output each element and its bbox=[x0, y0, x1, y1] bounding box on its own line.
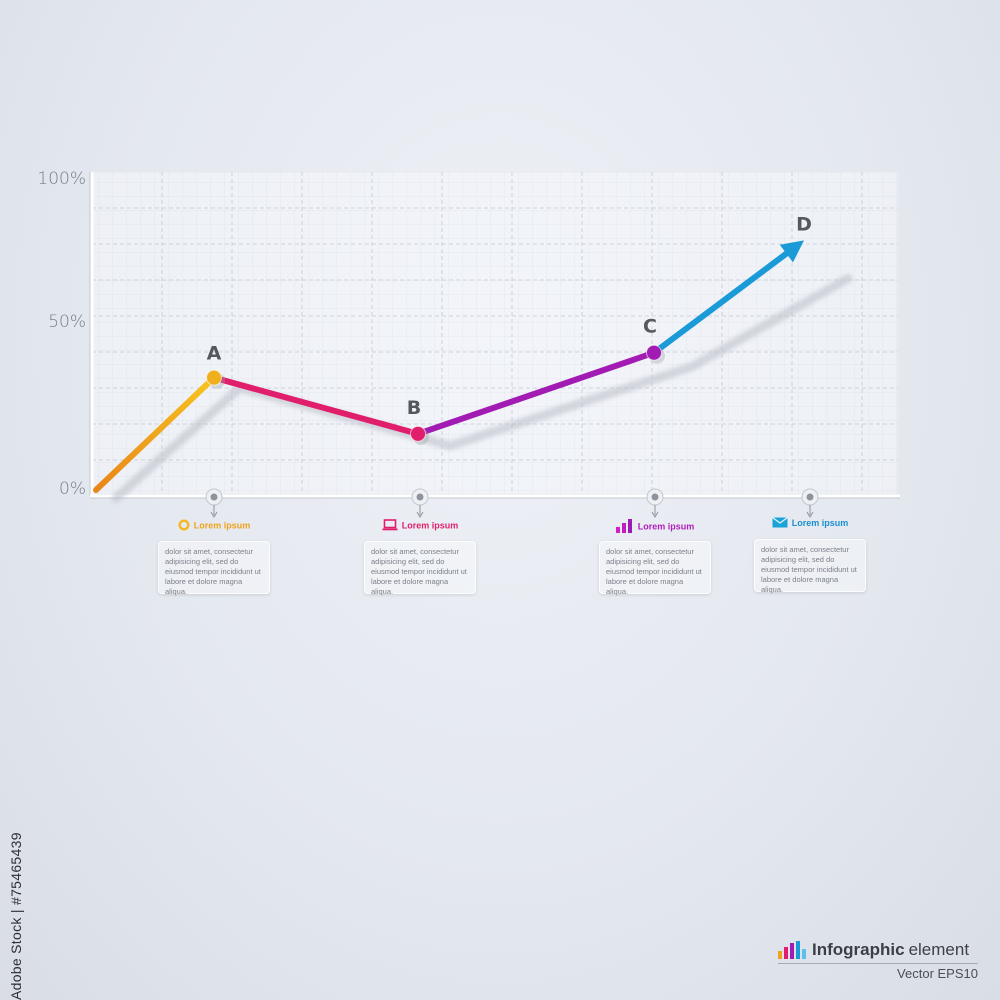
axis-pin-arrow bbox=[651, 511, 659, 518]
brand-block: Infographic element Vector EPS10 bbox=[778, 940, 978, 981]
line-segment bbox=[93, 374, 217, 493]
info-card-4: Lorem ipsum dolor sit amet, consectetur … bbox=[754, 517, 866, 594]
point-label: B bbox=[407, 397, 421, 419]
axis-pin-dot bbox=[210, 493, 218, 501]
brand-rule bbox=[778, 963, 978, 964]
point-label: C bbox=[643, 316, 657, 338]
axis-pin-dot bbox=[416, 493, 424, 501]
arrowhead bbox=[779, 240, 804, 263]
point-label: A bbox=[207, 343, 222, 365]
major-grid bbox=[92, 172, 898, 494]
info-card-text: dolor sit amet, consectetur adipisicing … bbox=[754, 539, 866, 594]
brand-subtitle: Vector EPS10 bbox=[897, 966, 978, 981]
axis-pin-dot bbox=[806, 493, 814, 501]
axis-pin-dot bbox=[651, 493, 659, 501]
bar-chart-logo-icon bbox=[778, 941, 806, 959]
line-shadow bbox=[111, 273, 853, 503]
fine-grid bbox=[92, 172, 898, 494]
info-card-1: Lorem ipsum dolor sit amet, consectetur … bbox=[158, 519, 270, 596]
point-label: D bbox=[796, 213, 812, 235]
point-labels: A B C D bbox=[207, 213, 812, 418]
x-axis-pins bbox=[205, 488, 819, 518]
data-point-marker bbox=[646, 344, 662, 361]
data-point-marker bbox=[410, 425, 426, 442]
y-tick-label-0: 0% bbox=[59, 479, 86, 499]
info-card-title: Lorem ipsum bbox=[158, 519, 270, 533]
y-tick-label-100: 100% bbox=[37, 169, 86, 189]
laptop-icon bbox=[382, 519, 398, 533]
envelope-icon bbox=[771, 517, 788, 530]
bar-chart-icon bbox=[615, 519, 634, 535]
point-markers bbox=[206, 344, 665, 445]
line-series bbox=[93, 240, 804, 493]
info-card-title: Lorem ipsum bbox=[364, 519, 476, 533]
info-card-title: Lorem ipsum bbox=[754, 517, 866, 530]
info-card-text: dolor sit amet, consectetur adipisicing … bbox=[599, 541, 711, 596]
axis-pin-arrow bbox=[416, 511, 424, 518]
info-card-2: Lorem ipsum dolor sit amet, consectetur … bbox=[364, 519, 476, 596]
brand-title: Infographic element bbox=[778, 940, 978, 960]
axis-pin-arrow bbox=[210, 511, 218, 518]
stock-caption: Adobe Stock | #75465439 bbox=[8, 832, 24, 1000]
info-card-3: Lorem ipsum dolor sit amet, consectetur … bbox=[599, 519, 711, 596]
y-tick-label-50: 50% bbox=[48, 312, 86, 332]
info-card-text: dolor sit amet, consectetur adipisicing … bbox=[158, 541, 270, 596]
axis-pin-arrow bbox=[806, 511, 814, 518]
info-card-text: dolor sit amet, consectetur adipisicing … bbox=[364, 541, 476, 596]
ring-icon bbox=[178, 519, 190, 533]
info-card-title: Lorem ipsum bbox=[599, 519, 711, 535]
line-segment bbox=[651, 245, 796, 356]
line-shadow-path bbox=[111, 273, 853, 503]
data-point-marker bbox=[206, 369, 222, 386]
line-segment bbox=[211, 374, 421, 437]
line-segment bbox=[415, 349, 657, 437]
